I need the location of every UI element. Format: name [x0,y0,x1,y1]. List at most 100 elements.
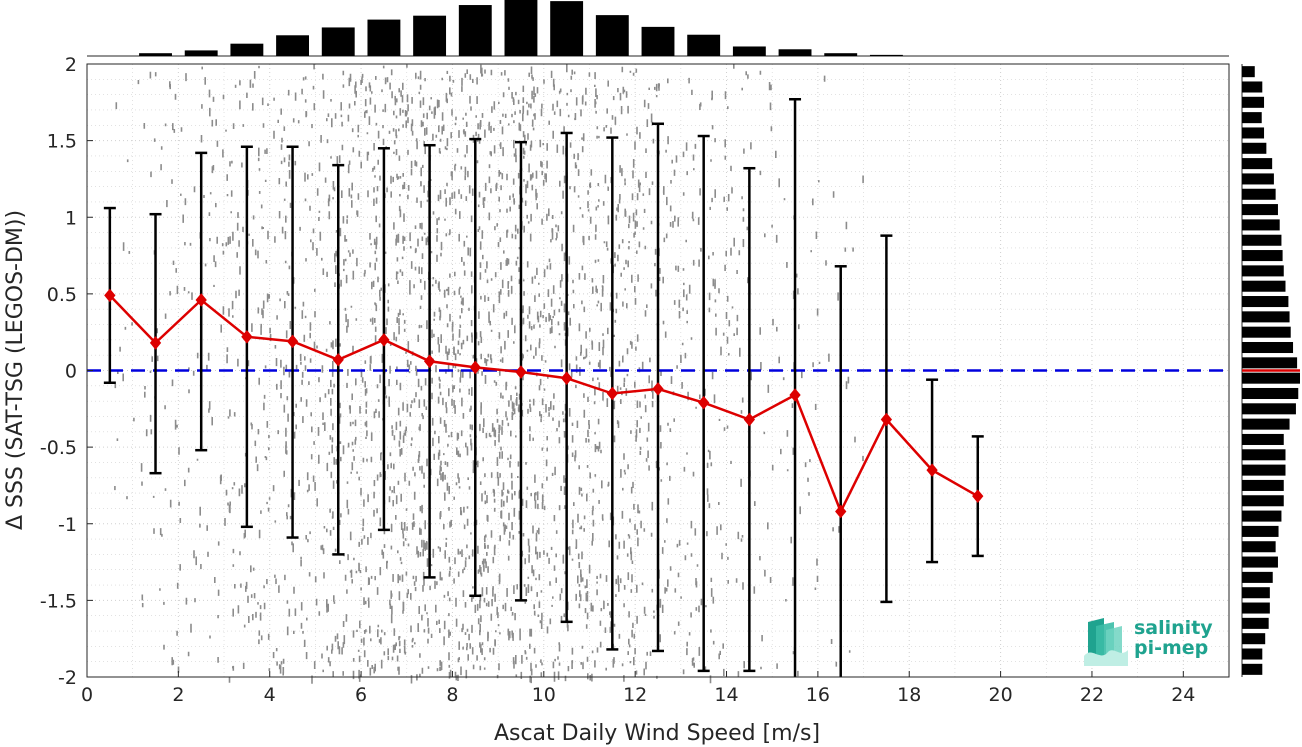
salinity-pi-mep-logo: salinity pi-mep [1082,616,1213,668]
top-histogram-bar [778,49,812,56]
right-histogram-bar [1242,81,1263,93]
right-histogram-bar [1242,66,1255,78]
x-tick-label: 18 [897,684,921,706]
x-tick-label: 2 [172,684,184,706]
scatter-point-cloud [114,64,864,684]
right-histogram-bar [1242,633,1266,645]
x-tick-label: 14 [714,684,738,706]
top-histogram-bar [184,50,218,56]
right-histogram-bar [1242,204,1278,216]
right-histogram-bar [1242,449,1286,461]
right-histogram-bar [1242,188,1276,200]
mean-point [423,354,436,369]
right-histogram-bar [1242,265,1284,277]
right-histogram-bar [1242,541,1276,553]
top-histogram-bar [550,1,584,57]
mean-point [104,288,116,303]
mean-point [332,352,344,367]
top-histogram-bar [504,0,538,56]
x-tick-label: 20 [989,684,1013,706]
right-histogram-bar [1242,250,1283,262]
right-histogram-bar [1242,495,1284,507]
right-histogram-bar [1242,479,1284,491]
right-histogram-bar [1242,326,1291,338]
mean-point [149,336,162,350]
y-tick-label: 1 [65,207,77,229]
y-tick-label: 0 [65,361,77,383]
error-bar [834,265,847,677]
mean-point [880,412,893,427]
mean-point [835,504,847,519]
top-histogram-bar [595,15,629,57]
top-histogram-bar [687,34,721,56]
right-histogram-bar [1242,311,1290,323]
right-histogram-bar [1242,158,1273,170]
top-histogram-bar [276,35,310,56]
mean-point [698,395,710,410]
top-histogram-bar [139,53,172,56]
right-histogram-bar [1242,96,1265,108]
y-tick-label: 1.5 [47,131,77,153]
right-histogram-bar [1242,433,1284,445]
right-histogram-bar [1242,602,1270,614]
error-bar [789,97,802,677]
right-histogram-bar [1242,372,1300,384]
right-histogram-bar [1242,663,1263,675]
top-histogram-bar [367,19,401,57]
top-histogram-bar [230,43,264,56]
right-histogram-bar [1242,234,1282,246]
top-histogram-bar [413,15,447,56]
logo-icon [1084,618,1128,666]
x-axis: 0 2 4 6 8 10 12 14 16 18 20 22 24 [81,671,1195,706]
right-histogram-bar [1242,617,1269,629]
mean-point [789,388,801,402]
right-histogram-bar [1242,464,1286,476]
top-histogram-bar [824,53,858,56]
x-tick-label: 0 [81,684,93,706]
right-histogram-bar [1242,280,1286,292]
y-tick-label: -2 [58,667,77,689]
y-axis-label: Δ SSS (SAT-TSG (LEGOS-DM)) [3,210,28,530]
right-histogram-bar [1242,112,1262,124]
x-tick-label: 12 [623,684,647,706]
mean-point [972,489,984,503]
mean-point [195,293,207,307]
right-histogram-bar [1242,142,1267,154]
right-histogram-bar [1242,571,1273,583]
y-tick-label: -1 [58,514,77,536]
x-tick-label: 6 [355,684,367,706]
top-histogram-bar [458,5,492,56]
x-tick-label: 22 [1080,684,1104,706]
right-histogram [1241,64,1300,677]
mean-point [606,386,618,401]
right-histogram-bar [1242,556,1278,568]
mean-point [378,333,390,347]
mean-series-line [108,294,979,515]
right-histogram-bar [1242,403,1296,415]
right-histogram-bar [1242,341,1294,354]
right-histogram-bar [1242,525,1279,537]
y-tick-label: 2 [65,54,77,76]
right-histogram-bar [1242,173,1274,185]
right-histogram-bar [1242,127,1265,139]
right-histogram-bar [1242,387,1299,400]
mean-point [515,365,527,379]
scatter-points [114,64,864,684]
right-histogram-bar [1242,510,1282,522]
right-histogram-bar [1242,587,1270,599]
x-tick-label: 8 [446,684,458,706]
top-histogram-bar [641,26,675,56]
mean-line [104,288,984,519]
y-axis: -2 -1.5 -1 -0.5 0 0.5 1 1.5 2 [40,54,93,689]
x-tick-label: 16 [806,684,830,706]
logo-line-2: pi-mep [1134,637,1209,659]
x-tick-label: 10 [532,684,556,706]
top-histogram [87,0,1229,57]
mean-point [926,463,938,477]
mean-point [652,382,664,396]
main-plot [86,63,1230,684]
mean-point [560,371,573,385]
mean-point [286,334,299,349]
top-histogram-bar [869,54,903,56]
